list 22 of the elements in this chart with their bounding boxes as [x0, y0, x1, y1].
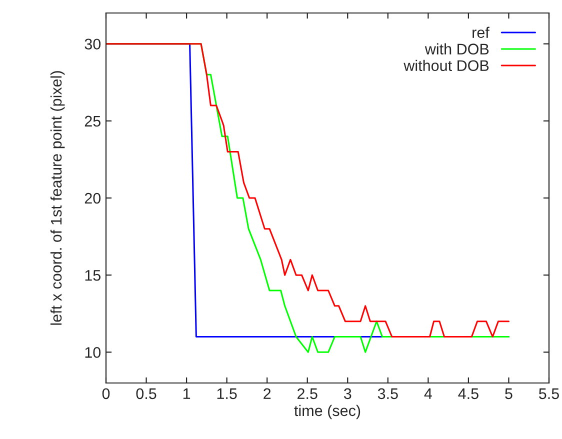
- y-tick-label: 15: [85, 270, 100, 281]
- x-tick-label: 2: [264, 388, 271, 399]
- x-tick-label: 3: [344, 388, 352, 400]
- x-tick-label: 5: [505, 388, 512, 400]
- x-tick-label: 5.5: [538, 388, 559, 400]
- y-axis-title: left x coord. of 1st feature point (pixel): [50, 71, 65, 325]
- x-tick-label: 0: [102, 388, 110, 400]
- legend-label: with DOB: [424, 43, 489, 55]
- x-tick-label: 4: [424, 388, 432, 399]
- x-tick-label: 0.5: [136, 388, 156, 400]
- x-tick-label: 4.5: [458, 388, 478, 400]
- y-tick-label: 10: [85, 347, 101, 358]
- y-tick-label: 25: [84, 116, 100, 127]
- x-axis-title: time (sec): [294, 404, 360, 420]
- x-tick-label: 3.5: [378, 388, 398, 400]
- legend-label: without DOB: [404, 60, 489, 72]
- x-tick-label: 2.5: [298, 388, 318, 400]
- y-tick-label: 30: [84, 38, 101, 50]
- x-tick-label: 1: [183, 388, 190, 399]
- y-tick-label: 20: [84, 192, 101, 204]
- x-tick-label: 1.5: [217, 388, 237, 400]
- legend-label: ref: [472, 26, 490, 38]
